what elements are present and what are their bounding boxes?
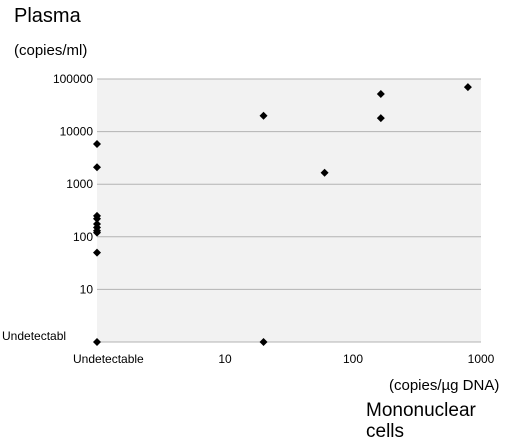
x-tick-label: Undetectable <box>73 352 144 366</box>
data-point <box>93 228 101 237</box>
y-tick-label: 100000 <box>53 72 93 86</box>
data-point <box>93 248 101 257</box>
x-tick-label: 100 <box>343 352 363 366</box>
plot-area <box>97 79 481 342</box>
data-point <box>93 163 101 172</box>
x-tick-labels: Undetectable 10 100 1000 <box>73 352 495 366</box>
y-axis-title: Plasma <box>14 5 81 27</box>
y-tick-label: Undetectabl <box>2 329 66 343</box>
data-point <box>320 168 329 177</box>
y-axis-unit: (copies/ml) <box>14 42 88 59</box>
data-point <box>376 89 385 98</box>
data-point <box>93 140 101 149</box>
y-tick-label: 1000 <box>66 177 93 191</box>
x-axis-unit: (copies/µg DNA) <box>389 377 500 394</box>
x-tick-label: 1000 <box>468 352 495 366</box>
x-tick-label: 10 <box>218 352 232 366</box>
x-axis-title-line-2: cells <box>366 421 405 442</box>
data-point <box>376 114 385 123</box>
grid-lines <box>97 78 481 343</box>
data-point <box>463 83 472 92</box>
data-points <box>93 83 472 346</box>
data-point <box>259 111 268 120</box>
data-point <box>259 338 268 346</box>
data-point <box>93 338 101 346</box>
y-tick-label: 10 <box>80 282 94 296</box>
y-tick-labels: Undetectabl 10 100 1000 10000 100000 <box>2 72 93 343</box>
data-point <box>93 214 101 223</box>
y-tick-label: 10000 <box>60 125 94 139</box>
x-axis-title-line-1: Mononuclear <box>366 400 476 421</box>
y-tick-label: 100 <box>73 230 93 244</box>
